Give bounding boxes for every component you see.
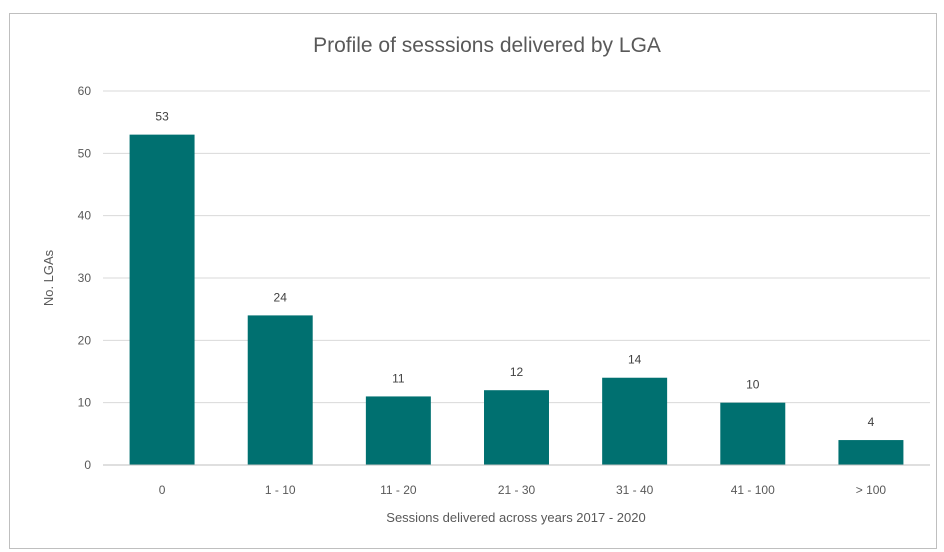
x-tick-label-1: 1 - 10 (265, 483, 296, 497)
bar-3 (484, 390, 549, 465)
x-tick-label-4: 31 - 40 (616, 483, 654, 497)
bars (129, 134, 904, 465)
y-tick-label-50: 50 (78, 146, 92, 160)
gridlines (103, 90, 930, 404)
x-tick-label-2: 11 - 20 (380, 483, 417, 497)
y-axis-title: No. LGAs (41, 249, 56, 306)
bar-6 (838, 440, 904, 465)
y-tick-label-20: 20 (78, 333, 92, 347)
x-tick-label-0: 0 (159, 483, 166, 497)
bar-2 (365, 396, 431, 465)
bar-0 (129, 134, 195, 465)
y-axis-ticks: 0 10 20 30 40 50 60 (78, 84, 92, 472)
x-axis-title: Sessions delivered across years 2017 - 2… (386, 510, 645, 525)
data-labels: 53 24 11 12 14 10 4 (155, 110, 874, 429)
y-tick-label-40: 40 (78, 209, 92, 223)
data-label-3: 12 (510, 365, 524, 379)
chart-title: Profile of sesssions delivered by LGA (313, 34, 661, 57)
y-tick-label-60: 60 (78, 84, 92, 98)
y-tick-label-30: 30 (78, 271, 92, 285)
data-label-1: 24 (274, 290, 288, 304)
x-axis-ticks: 0 1 - 10 11 - 20 21 - 30 31 - 40 41 - 100 > 10… (159, 483, 887, 497)
data-label-5: 10 (746, 378, 760, 392)
bar-1 (247, 315, 313, 465)
data-label-0: 53 (155, 110, 169, 124)
x-tick-label-6: > 100 (856, 483, 887, 497)
bar-5 (720, 402, 786, 465)
x-tick-label-3: 21 - 30 (498, 483, 536, 497)
data-label-4: 14 (628, 353, 642, 367)
y-tick-label-0: 0 (84, 458, 91, 472)
data-label-2: 11 (392, 371, 405, 385)
x-tick-label-5: 41 - 100 (731, 483, 775, 497)
y-tick-label-10: 10 (78, 396, 92, 410)
data-label-6: 4 (868, 415, 875, 429)
bar-4 (602, 377, 668, 465)
